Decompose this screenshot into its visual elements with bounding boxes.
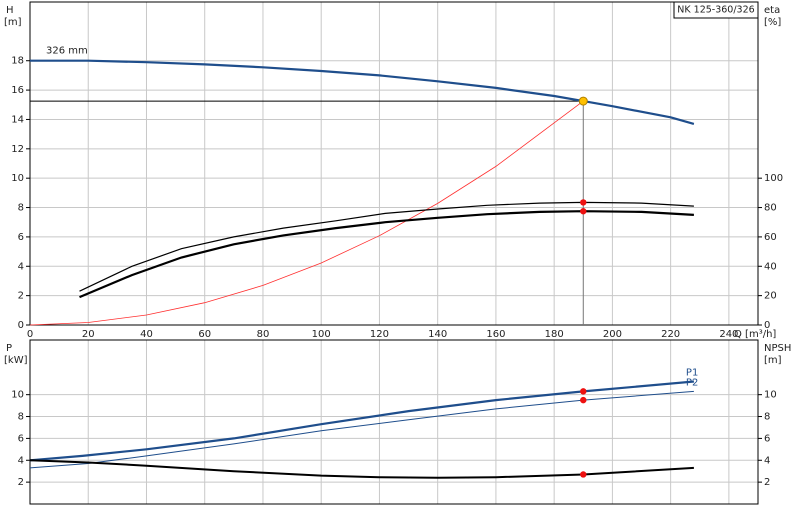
curve	[79, 210, 694, 299]
y-axis-unit: [m]	[4, 17, 22, 28]
operating-marker	[580, 396, 587, 404]
duty-point	[578, 96, 588, 106]
plot-frame	[29, 1, 759, 326]
operating-marker	[580, 199, 587, 206]
y2-axis-unit: [m]	[764, 355, 782, 366]
operating-marker	[580, 471, 587, 478]
y2-tick-label: 0	[764, 320, 770, 331]
x-tick-label: 200	[603, 329, 622, 340]
plot-frame	[29, 339, 759, 505]
curve-label: P1	[686, 368, 698, 379]
y-tick-label: 8	[18, 412, 24, 423]
operating-marker	[580, 388, 587, 395]
y-tick-label: 4	[18, 261, 24, 272]
x-tick-label: 0	[27, 329, 33, 340]
y2-tick-label: 20	[764, 291, 777, 302]
curve-label: P2	[686, 377, 698, 388]
y-tick-label: 4	[18, 455, 24, 466]
y-tick-label: 2	[18, 291, 24, 302]
y-tick-label: 10	[11, 390, 24, 401]
y2-tick-label: 10	[764, 390, 777, 401]
y2-axis-unit: [%]	[764, 17, 781, 28]
curve	[30, 59, 695, 125]
x-tick-label: 140	[428, 329, 447, 340]
y-axis-label: P	[6, 343, 12, 354]
chart-title: NK 125-360/326	[677, 5, 754, 16]
y-tick-label: 18	[11, 56, 24, 67]
x-tick-label: 180	[545, 329, 564, 340]
y-tick-label: 6	[18, 232, 24, 243]
y2-axis-label: eta	[764, 5, 780, 16]
y-tick-label: 8	[18, 203, 24, 214]
x-tick-label: 40	[140, 329, 153, 340]
y2-tick-label: 8	[764, 412, 770, 423]
y2-tick-label: 100	[764, 173, 783, 184]
y-tick-label: 6	[18, 433, 24, 444]
curve	[29, 459, 694, 479]
x-tick-label: 220	[661, 329, 680, 340]
curve	[29, 100, 584, 326]
y-tick-label: 14	[11, 114, 24, 125]
y-tick-label: 12	[11, 144, 24, 155]
operating-marker	[580, 208, 587, 215]
y2-tick-label: 80	[764, 203, 777, 214]
title-box	[673, 1, 759, 19]
x-tick-label: 120	[370, 329, 389, 340]
y-tick-label: 16	[11, 85, 24, 96]
y2-tick-label: 4	[764, 455, 770, 466]
x-tick-label: 20	[82, 329, 95, 340]
x-tick-label: 100	[312, 329, 331, 340]
curve	[29, 390, 694, 469]
x-tick-label: 60	[198, 329, 211, 340]
y-tick-label: 10	[11, 173, 24, 184]
y-tick-label: 2	[18, 477, 24, 488]
y2-tick-label: 60	[764, 232, 777, 243]
y-axis-unit: [kW]	[4, 355, 28, 366]
x-tick-label: 80	[257, 329, 270, 340]
y-tick-label: 0	[18, 320, 24, 331]
x-tick-label: 160	[486, 329, 505, 340]
y-axis-label: H	[6, 5, 14, 16]
y2-tick-label: 6	[764, 433, 770, 444]
x-axis-label: Q [m³/h]	[734, 329, 776, 340]
curve-label: 326 mm	[46, 46, 88, 57]
curve	[79, 201, 694, 292]
y2-axis-label: NPSH	[764, 343, 791, 354]
curve	[29, 380, 694, 462]
x-tick-label: 240	[719, 329, 738, 340]
y2-tick-label: 2	[764, 477, 770, 488]
y2-tick-label: 40	[764, 261, 777, 272]
